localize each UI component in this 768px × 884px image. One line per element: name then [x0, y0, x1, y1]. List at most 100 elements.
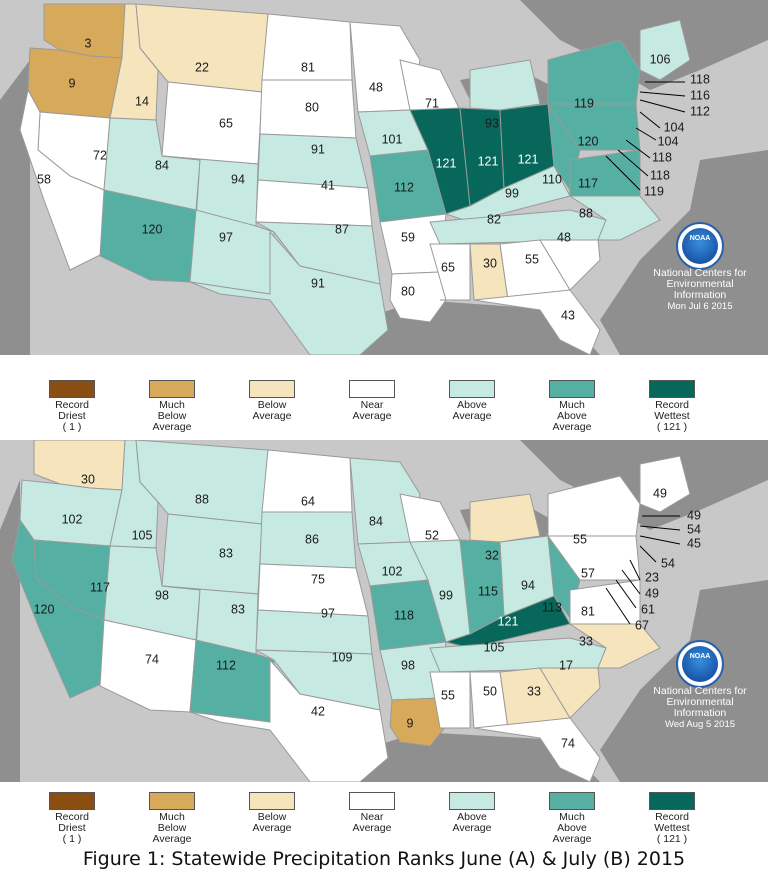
- rank-label: 87: [335, 222, 349, 236]
- state-sc: [539, 667, 601, 719]
- legend-item: Near Average: [324, 380, 420, 422]
- legend-label: Above Average: [452, 811, 492, 834]
- legend-item: Much Below Average: [124, 792, 220, 845]
- rank-label: 98: [401, 658, 415, 672]
- legend-item: Near Average: [324, 792, 420, 834]
- map-date: Wed Aug 5 2015: [664, 719, 736, 730]
- legend-swatch: [549, 380, 595, 398]
- rank-label: 98: [155, 588, 169, 602]
- rank-label: 121: [498, 614, 519, 628]
- rank-label: 72: [93, 148, 107, 162]
- rank-label: 55: [573, 532, 587, 546]
- rank-label: 81: [301, 60, 315, 74]
- rank-label: 121: [518, 152, 539, 166]
- rank-label: 61: [641, 602, 655, 616]
- rank-label: 110: [542, 172, 562, 186]
- rank-label: 121: [436, 156, 457, 170]
- rank-label: 71: [425, 96, 439, 110]
- legend-item: Record Driest ( 1 ): [24, 380, 120, 433]
- legend-label: Record Wettest ( 121 ): [654, 811, 690, 845]
- state-ms: [429, 243, 471, 301]
- state-sc: [539, 239, 601, 291]
- legend-label: Much Above Average: [552, 399, 592, 433]
- legend-swatch: [349, 792, 395, 810]
- rank-label: 55: [525, 252, 539, 266]
- rank-label: 94: [231, 172, 245, 186]
- rank-label: 9: [69, 76, 76, 90]
- rank-label: 64: [301, 494, 315, 508]
- pacific-ocean: [0, 480, 20, 782]
- rank-label: 105: [484, 640, 505, 654]
- rank-label: 55: [441, 688, 455, 702]
- legend-label: Near Average: [352, 811, 392, 834]
- state-ne-states: [639, 19, 691, 81]
- legend-swatch: [149, 380, 195, 398]
- leader-lines-june: [605, 81, 686, 191]
- rank-label: 118: [650, 168, 670, 182]
- rank-label: 30: [483, 256, 497, 270]
- states-layer-june: [19, 3, 691, 355]
- rank-label: 112: [394, 180, 414, 194]
- rank-label: 102: [62, 512, 83, 526]
- rank-label: 97: [321, 606, 335, 620]
- legend-label: Much Below Average: [152, 811, 192, 845]
- rank-label: 58: [37, 172, 51, 186]
- rank-label: 116: [690, 88, 710, 102]
- rank-label: 105: [132, 528, 153, 542]
- legend-item: Much Below Average: [124, 380, 220, 433]
- rank-label: 33: [579, 634, 593, 648]
- rank-label: 104: [658, 134, 679, 148]
- state-fl: [473, 289, 601, 355]
- rank-label: 65: [441, 260, 455, 274]
- legend-label: Below Average: [252, 399, 292, 422]
- rank-label: 74: [561, 736, 575, 750]
- rank-label: 101: [382, 132, 403, 146]
- legend-item: Below Average: [224, 380, 320, 422]
- legend-swatch: [449, 380, 495, 398]
- leader-lines-july: [605, 515, 681, 625]
- rank-label: 81: [581, 604, 595, 618]
- states-layer-july: [11, 440, 691, 782]
- rank-label: 41: [321, 178, 335, 192]
- legend-label: Below Average: [252, 811, 292, 834]
- rank-label: 112: [216, 658, 236, 672]
- rank-label: 42: [311, 704, 325, 718]
- rank-label: 118: [394, 608, 414, 622]
- rank-label: 22: [195, 60, 209, 74]
- rank-label: 109: [332, 650, 353, 664]
- rank-label: 67: [635, 618, 649, 632]
- rank-label: 48: [369, 80, 383, 94]
- ncei-credit: National Centers for Environmental Infor…: [640, 268, 760, 313]
- ncei-credit: National Centers for Environmental Infor…: [640, 686, 760, 731]
- noaa-logo: NOAA: [676, 222, 724, 270]
- rank-label: 23: [645, 570, 659, 584]
- legend-label: Record Wettest ( 121 ): [654, 399, 690, 433]
- rank-label: 94: [521, 578, 535, 592]
- rank-label: 121: [478, 154, 499, 168]
- legend-label: Much Above Average: [552, 811, 592, 845]
- state-ne-states: [639, 455, 691, 513]
- legend-swatch: [449, 792, 495, 810]
- rank-label: 65: [219, 116, 233, 130]
- state-ny: [547, 475, 641, 537]
- rank-label: 33: [527, 684, 541, 698]
- rank-label: 17: [559, 658, 573, 672]
- rank-label: 88: [195, 492, 209, 506]
- state-nc: [568, 195, 661, 241]
- legend-swatch: [549, 792, 595, 810]
- rank-label: 102: [382, 564, 403, 578]
- rank-label: 91: [311, 142, 325, 156]
- rank-label: 99: [439, 588, 453, 602]
- rank-label: 75: [311, 572, 325, 586]
- state-ny: [547, 39, 641, 105]
- legend-swatch: [149, 792, 195, 810]
- legend-swatch: [49, 792, 95, 810]
- state-wy: [161, 81, 263, 165]
- rank-label: 120: [142, 222, 163, 236]
- rank-label: 117: [578, 176, 598, 190]
- state-wy: [161, 513, 263, 595]
- legend-swatch: [649, 792, 695, 810]
- rank-label: 118: [652, 150, 672, 164]
- state-nc: [568, 623, 661, 669]
- rank-label: 83: [231, 602, 245, 616]
